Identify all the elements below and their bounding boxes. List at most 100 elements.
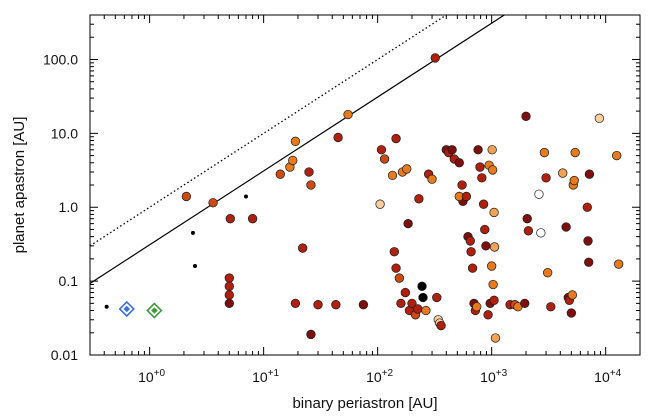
data-point — [483, 310, 493, 320]
small-point — [104, 304, 109, 309]
data-point — [427, 174, 437, 184]
data-point — [566, 308, 577, 318]
data-point — [375, 199, 385, 209]
data-point — [376, 145, 387, 155]
small-point — [192, 264, 197, 269]
data-point — [387, 170, 398, 181]
data-point — [436, 320, 446, 331]
data-point — [472, 302, 482, 312]
axis-ticks: 10+0 10+1 10+2 10+3 10+4 0.01 0.1 1.0 10.0 100.0 — [43, 14, 641, 385]
data-point — [290, 136, 301, 146]
y-tick-label: 0.1 — [59, 273, 79, 289]
data-point — [522, 214, 532, 224]
data-point — [475, 162, 485, 172]
data-point — [521, 111, 531, 121]
data-point — [614, 259, 624, 269]
data-point — [584, 257, 594, 267]
data-point — [290, 298, 301, 309]
data-point — [454, 158, 464, 168]
data-point — [400, 287, 411, 298]
data-point — [490, 333, 501, 343]
small-point — [243, 194, 248, 199]
data-point — [487, 165, 498, 175]
data-point — [487, 261, 497, 271]
data-point — [430, 53, 440, 63]
data-point — [488, 279, 498, 290]
x-tick-label: 10+4 — [594, 368, 621, 385]
diamond-inner — [123, 305, 131, 313]
data-point — [333, 132, 343, 143]
data-point — [391, 263, 401, 273]
data-point — [224, 281, 234, 291]
data-point — [208, 198, 218, 208]
data-point — [558, 168, 568, 178]
data-point — [477, 173, 487, 183]
data-point — [224, 298, 234, 309]
diamond-marker — [146, 302, 163, 319]
data-point — [594, 113, 604, 123]
data-point — [306, 329, 316, 340]
data-point — [402, 164, 412, 174]
data-points — [104, 53, 624, 343]
data-point — [407, 298, 417, 309]
data-point — [520, 298, 530, 309]
data-point — [313, 300, 323, 310]
data-point — [567, 290, 577, 300]
data-point — [481, 241, 491, 251]
x-tick-label: 10+2 — [366, 368, 393, 385]
data-point — [466, 247, 476, 257]
data-point — [478, 199, 489, 209]
data-point — [480, 224, 490, 235]
data-point — [417, 281, 427, 291]
data-point — [461, 191, 472, 202]
data-point — [396, 298, 406, 309]
data-point — [394, 273, 404, 283]
data-point — [391, 133, 401, 144]
data-point — [612, 150, 622, 161]
data-point — [413, 304, 423, 314]
x-tick-label: 10+0 — [138, 368, 165, 385]
data-point — [403, 218, 413, 229]
data-point — [247, 214, 258, 224]
dotted-reference-line — [90, 15, 448, 247]
data-point — [523, 226, 534, 236]
data-point — [343, 109, 353, 120]
data-point — [224, 273, 234, 283]
data-point — [569, 175, 579, 186]
data-point — [534, 189, 544, 199]
data-point — [304, 167, 314, 177]
y-axis-label: planet apastron [AU] — [11, 117, 28, 254]
data-point — [561, 222, 571, 232]
data-point — [432, 292, 442, 303]
data-point — [473, 145, 483, 155]
data-point — [539, 147, 550, 158]
data-point — [418, 292, 428, 303]
data-point — [447, 145, 457, 155]
diamond-marker — [118, 300, 135, 318]
data-point — [487, 145, 497, 155]
data-point — [288, 155, 298, 166]
data-point — [541, 173, 551, 183]
data-point — [489, 242, 500, 252]
data-point — [582, 202, 592, 212]
x-axis-label: binary periastron [AU] — [292, 395, 437, 412]
data-point — [389, 247, 399, 257]
data-point — [489, 295, 499, 305]
diamond-inner — [150, 307, 158, 314]
data-point — [331, 300, 341, 310]
data-point — [224, 290, 234, 300]
data-point — [379, 154, 390, 164]
data-point — [546, 302, 556, 312]
data-point — [536, 228, 546, 238]
data-point — [465, 236, 475, 246]
y-tick-label: 0.01 — [51, 347, 78, 363]
data-point — [570, 147, 580, 158]
data-point — [583, 236, 593, 246]
data-point — [489, 207, 499, 218]
data-point — [181, 191, 192, 202]
small-point — [190, 230, 195, 235]
data-point — [225, 214, 235, 224]
data-point — [421, 305, 431, 316]
x-tick-label: 10+3 — [480, 368, 507, 385]
